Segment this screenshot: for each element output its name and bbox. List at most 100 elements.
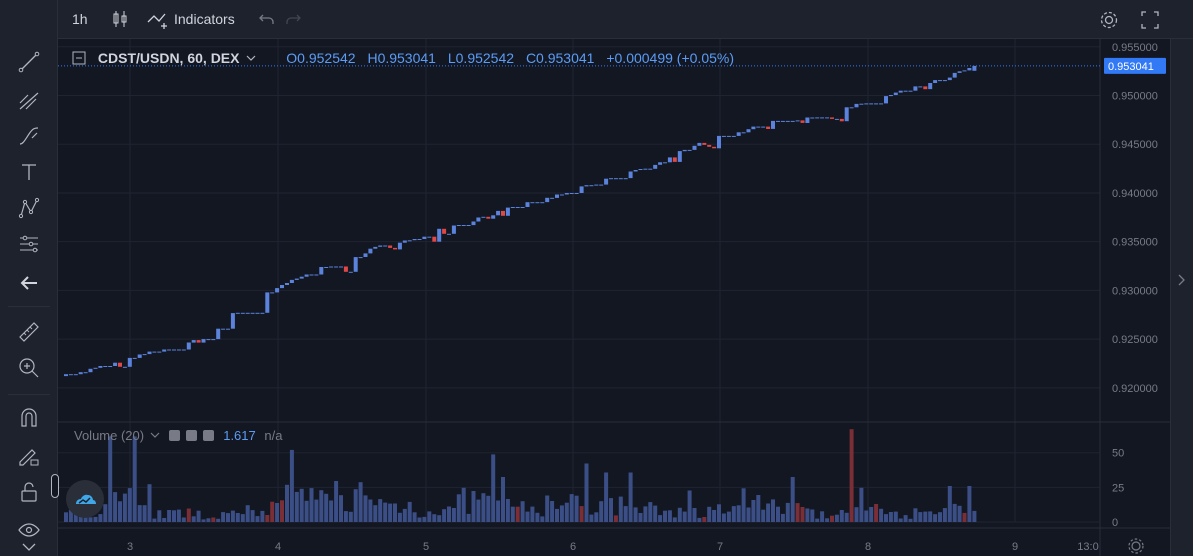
volume-bar [913,508,918,522]
candle [672,157,677,162]
volume-settings-icon[interactable] [185,430,197,441]
indicators-button[interactable]: Indicators [146,8,246,32]
chevron-right-icon[interactable] [1176,272,1188,288]
symbol-title[interactable]: CDST/USDN, 60, DEX [97,50,240,66]
volume-bar [240,514,245,522]
volume-bar [98,514,103,522]
candle [285,283,289,285]
candle [731,135,736,137]
candle [319,267,324,275]
volume-bar [388,503,393,522]
chart-area[interactable]: 0.955000 0.950000 0.945000 0.940000 0.935000… [58,39,1170,556]
volume-bar [844,512,849,522]
candle [510,207,515,208]
volume-bar [412,512,417,522]
volume-bar [594,512,599,522]
candle [820,117,825,119]
candle [599,184,604,186]
collapse-icon[interactable] [72,51,86,65]
volume-bar [928,511,933,522]
candle [604,178,609,185]
eye-icon[interactable] [17,518,41,542]
volume-bar [952,503,957,522]
volume-tick-label: 25 [1112,482,1124,494]
volume-bar [859,487,864,522]
text-icon[interactable] [17,160,41,184]
candle [569,193,574,194]
symbol-chevron-down-icon[interactable] [246,54,256,62]
candle [186,342,191,350]
volume-bar [717,504,721,522]
candle [746,129,751,133]
volume-bar [88,517,93,522]
volume-bar [790,477,795,522]
magnet-icon[interactable] [17,406,41,430]
volume-bar [108,436,113,522]
candle [147,351,152,355]
remove-indicator-icon[interactable] [202,430,214,441]
lock-drawing-icon[interactable] [17,444,41,468]
volume-bar [648,502,653,522]
candle [810,117,815,119]
panel-resize-handle[interactable] [51,474,59,498]
brush-icon[interactable] [17,124,41,148]
pattern-icon[interactable] [17,196,41,220]
candle [933,80,938,83]
candle [879,103,884,105]
candle [962,70,967,72]
candle [368,248,373,254]
volume-title[interactable]: Volume (20) [74,428,145,443]
close-value: C0.953041 [525,50,595,66]
volume-bar [407,501,412,522]
settings-icon[interactable] [1098,9,1120,31]
volume-bar [599,501,604,522]
candle [471,221,476,226]
candle [648,168,653,170]
volume-bar [618,496,623,522]
candle [888,95,893,97]
redo-icon[interactable] [284,10,302,28]
trendline-icon[interactable] [17,50,41,74]
candle [682,149,687,152]
candle [893,92,898,95]
volume-bar [437,515,442,522]
candle [947,77,952,81]
candle [191,340,196,343]
candle [496,210,501,216]
volume-bar [550,501,555,522]
volume-bar [795,503,800,522]
lock-icon[interactable] [17,480,41,504]
volume-bar [383,502,388,522]
volume-bar [609,498,613,522]
candle [240,312,245,314]
fullscreen-icon[interactable] [1140,10,1160,30]
volume-chevron-down-icon[interactable] [150,431,160,439]
fib-icon[interactable] [17,88,41,112]
candle [530,202,535,204]
visibility-icon[interactable] [169,430,181,441]
candle [579,186,584,193]
candle [623,178,628,180]
volume-bar [491,454,496,522]
zoom-in-icon[interactable] [17,356,41,380]
volume-bar [820,511,825,522]
candle [363,253,368,257]
axis-settings-icon[interactable] [1131,541,1141,551]
candle [584,185,589,187]
volume-bar [540,516,545,522]
chevron-down-icon[interactable] [20,541,38,555]
candle [181,349,186,351]
candle [913,86,918,91]
candle-icon[interactable] [110,9,130,29]
ruler-icon[interactable] [17,320,41,344]
axis-settings-icon[interactable] [1128,538,1144,554]
back-arrow-icon[interactable] [17,271,41,295]
interval-button[interactable]: 1h [72,11,88,27]
undo-icon[interactable] [258,10,276,28]
volume-bar [510,506,515,522]
forecast-icon[interactable] [17,232,41,256]
time-tick-label: 13:0 [1077,541,1098,553]
candle [152,351,157,353]
volume-bar [682,511,687,522]
candle [299,276,304,279]
